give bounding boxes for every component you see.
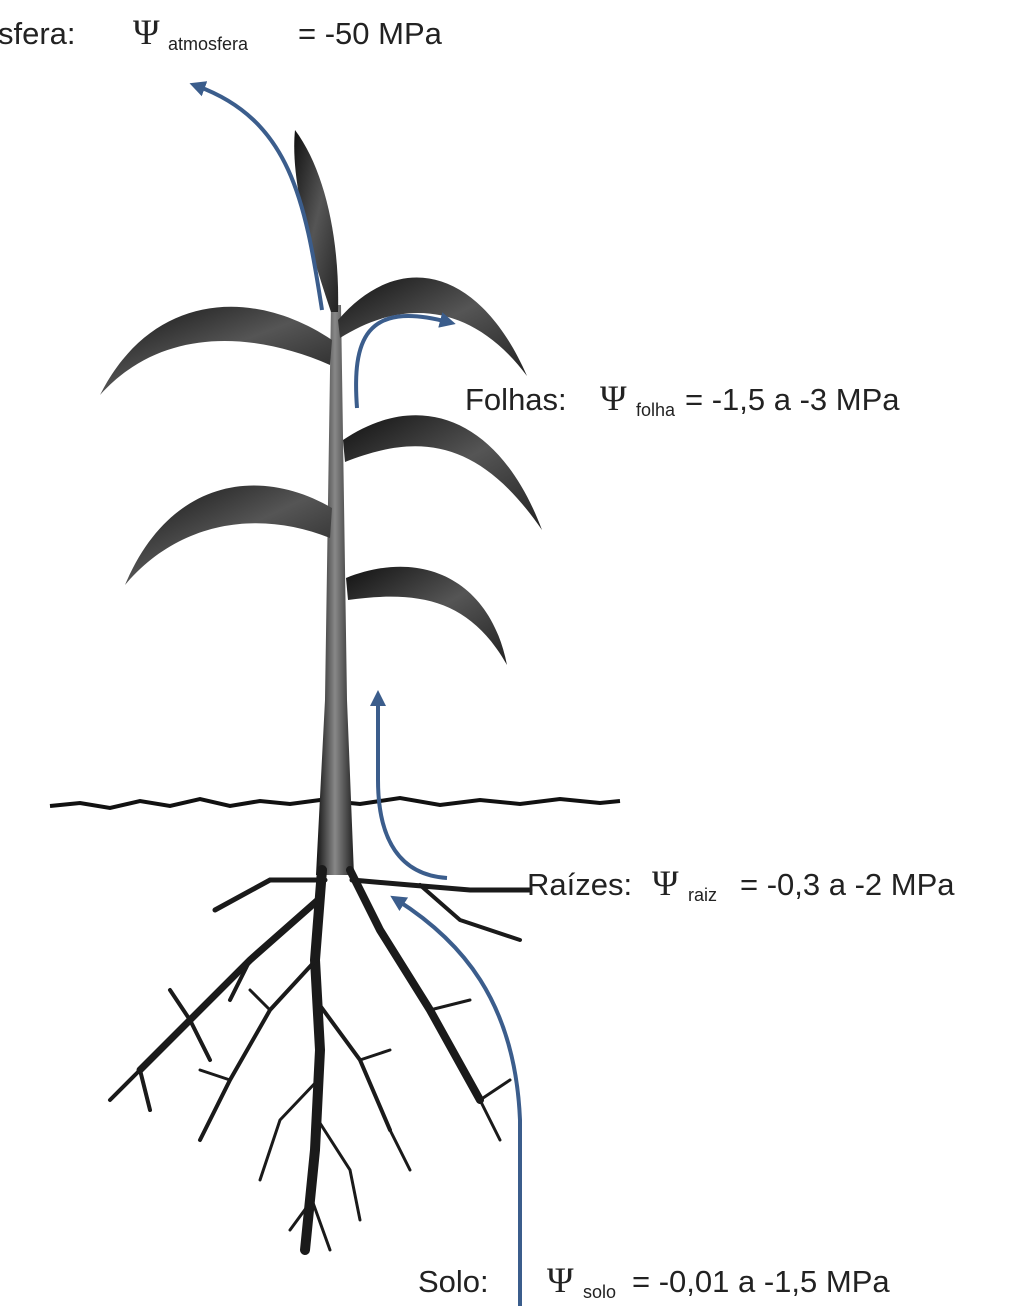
- leaf: [343, 415, 542, 530]
- leaf: [338, 277, 527, 376]
- label-value: = -50 MPa: [298, 16, 443, 51]
- ground: [49, 795, 621, 811]
- leaf: [346, 566, 507, 665]
- arrow: [390, 895, 522, 1306]
- leaf: [294, 130, 339, 312]
- label-name: Raízes:: [527, 867, 632, 902]
- leaf: [125, 485, 332, 585]
- roots: [108, 865, 533, 1255]
- flow-arrows: [189, 81, 522, 1306]
- label-value: = -0,3 a -2 MPa: [740, 867, 955, 902]
- label-name: sfera:: [0, 16, 76, 51]
- psi-symbol: Ψ: [547, 1260, 574, 1300]
- leaf: [100, 306, 332, 395]
- label-name: Folhas:: [465, 382, 567, 417]
- label-value: = -1,5 a -3 MPa: [685, 382, 900, 417]
- arrow: [354, 312, 456, 409]
- subscript: atmosfera: [168, 34, 249, 54]
- psi-symbol: Ψ: [133, 12, 160, 52]
- stem: [316, 305, 354, 875]
- label-name: Solo:: [418, 1264, 489, 1299]
- arrow: [189, 81, 324, 311]
- subscript: solo: [583, 1282, 616, 1302]
- psi-symbol: Ψ: [600, 378, 627, 418]
- label-value: = -0,01 a -1,5 MPa: [632, 1264, 890, 1299]
- arrow: [370, 690, 448, 880]
- psi-symbol: Ψ: [652, 863, 679, 903]
- subscript: raiz: [688, 885, 717, 905]
- subscript: folha: [636, 400, 676, 420]
- plant: [49, 130, 621, 1255]
